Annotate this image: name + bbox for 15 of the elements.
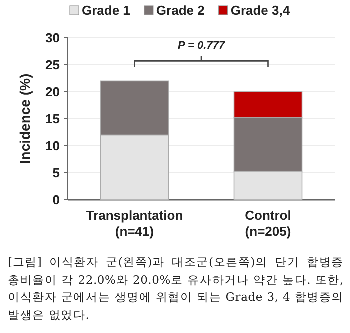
legend-label: Grade 1 (82, 3, 130, 18)
y-tick-label: 0 (52, 192, 60, 208)
y-tick-label: 10 (46, 138, 60, 154)
legend-label: Grade 3,4 (230, 3, 291, 18)
y-tick-label: 20 (46, 84, 60, 100)
legend-label: Grade 2 (156, 3, 205, 18)
y-tick-label: 30 (46, 30, 60, 46)
text: [그림] 이식환자 군(왼쪽)과 대조군(오른쪽)의 단기 합병증 총비율이 각 22.0%와 20.0%로 유사하거나 약간 높다. 또한, 이식환자 군에서는 생명에 위협이 되는 Grade 3, 4 합병증의 발생은 없었다. (8, 254, 344, 324)
y-tick-label: 25 (46, 58, 60, 72)
y-tick-label: 5 (52, 166, 60, 180)
x-tick-label: Control (n=205) (245, 208, 292, 239)
y-tick-label: 15 (46, 112, 60, 126)
x-tick-label: Transplantation (n=41) (86, 208, 184, 239)
y-axis-title: Incidence (%) (17, 74, 33, 164)
annotation: P = 0.777 (178, 40, 226, 52)
